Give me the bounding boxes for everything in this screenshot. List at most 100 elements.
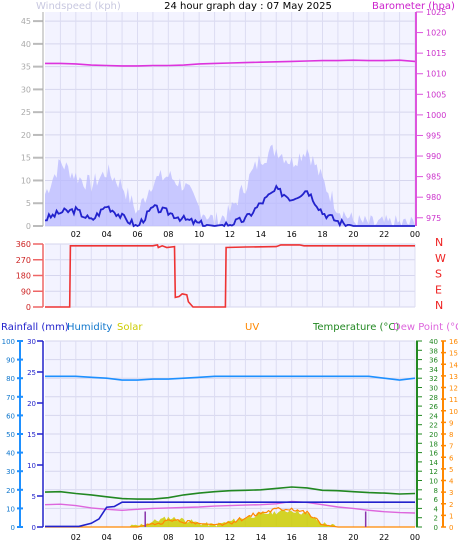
barometer-tick-label: 985: [426, 173, 441, 182]
temperature-tick-label: 38: [429, 347, 438, 355]
panel-1-x-tick-label: 14: [256, 230, 266, 239]
barometer-tick-label: 1010: [426, 70, 446, 79]
panel-3-x-tick-label: 22: [379, 533, 389, 542]
panel-1-x-tick-label: 02: [71, 230, 81, 239]
wind-tick-label: 40: [21, 40, 31, 49]
wind-tick-label: 15: [21, 154, 31, 163]
temperature-line: [44, 486, 416, 500]
compass-label: S: [435, 268, 442, 281]
wind-tick-label: 20: [21, 131, 31, 140]
wind-direction-line: [45, 243, 415, 308]
temperature-tick-label: 32: [429, 375, 438, 383]
barometer-axis-title: Barometer (hpa): [372, 1, 455, 12]
rain-tick-label: 30: [27, 338, 36, 346]
rain-tick-label: 5: [32, 493, 36, 501]
temperature-tick-label: 40: [429, 338, 438, 346]
uv-tick-label: 8: [449, 431, 453, 439]
barometer-tick-label: 1020: [426, 29, 446, 38]
temperature-tick-label: 30: [429, 385, 438, 393]
panel-3-x-tick-label: 00: [410, 533, 420, 542]
rain-tick-label: 0: [32, 524, 36, 532]
panel-3-x-tick-label: 18: [317, 533, 327, 542]
humidity-line: [45, 375, 416, 381]
panel-3-x-tick-label: 14: [256, 533, 266, 542]
dew-point-line: [44, 500, 416, 514]
humidity-tick-label: 50: [6, 431, 15, 439]
humidity-tick-label: 80: [6, 375, 15, 383]
wind-speed-line: [45, 184, 415, 228]
wind-tick-label: 35: [21, 63, 31, 72]
legend-entry: Humidity: [67, 322, 112, 333]
wind-tick-label: 45: [21, 17, 31, 26]
temperature-tick-label: 12: [429, 468, 438, 476]
uv-tick-label: 7: [449, 443, 453, 451]
humidity-tick-label: 60: [6, 412, 15, 420]
temperature-tick-label: 14: [429, 459, 438, 467]
barometer-tick-label: 1025: [426, 8, 446, 17]
panel-1-x-tick-label: 12: [225, 230, 235, 239]
compass-label: E: [435, 283, 442, 296]
humidity-tick-label: 90: [6, 357, 15, 365]
legend-entry: Solar: [117, 322, 143, 333]
humidity-tick-label: 40: [6, 450, 15, 458]
panel-1-x-tick-label: 10: [194, 230, 204, 239]
uv-tick-label: 16: [449, 338, 458, 346]
barometer-tick-label: 1015: [426, 49, 446, 58]
uv-tick-label: 3: [449, 489, 453, 497]
temperature-tick-label: 28: [429, 394, 438, 402]
panel-3-x-tick-label: 16: [287, 533, 297, 542]
legend-entry: UV: [245, 322, 259, 333]
panel-3-x-tick-label: 08: [163, 533, 173, 542]
compass-label: N: [435, 236, 443, 249]
temperature-tick-label: 22: [429, 422, 438, 430]
panel-3-x-tick-label: 02: [71, 533, 81, 542]
uv-tick-label: 13: [449, 373, 458, 381]
uv-tick-label: 2: [449, 501, 453, 509]
uv-tick-label: 14: [449, 361, 458, 369]
direction-tick-label: 180: [16, 272, 31, 281]
humidity-tick-label: 0: [11, 524, 15, 532]
uv-line: [45, 506, 415, 528]
panel-3-x-tick-label: 20: [348, 533, 358, 542]
chart-title: 24 hour graph day : 07 May 2025: [164, 1, 332, 12]
temperature-tick-label: 0: [434, 524, 438, 532]
humidity-tick-label: 30: [6, 468, 15, 476]
temperature-tick-label: 6: [434, 496, 439, 504]
wind-tick-label: 30: [21, 85, 31, 94]
humidity-tick-label: 70: [6, 394, 15, 402]
panel-1-x-tick-label: 08: [163, 230, 173, 239]
temperature-tick-label: 18: [429, 440, 438, 448]
compass-label: N: [435, 299, 443, 312]
temperature-tick-label: 4: [434, 505, 439, 513]
panel-3-x-tick-label: 12: [225, 533, 235, 542]
wind-tick-label: 10: [21, 176, 31, 185]
direction-tick-label: 360: [16, 240, 31, 249]
humidity-tick-label: 100: [2, 338, 15, 346]
wind-gust-area: [45, 144, 415, 226]
panel-1-x-tick-label: 04: [102, 230, 112, 239]
panel-1-x-tick-label: 22: [379, 230, 389, 239]
temperature-tick-label: 24: [429, 412, 438, 420]
rain-tick-label: 15: [27, 431, 36, 439]
barometer-tick-label: 990: [426, 152, 441, 161]
direction-tick-label: 0: [26, 303, 31, 312]
uv-tick-label: 1: [449, 512, 453, 520]
panel-1-x-tick-label: 16: [287, 230, 297, 239]
direction-tick-label: 90: [21, 287, 31, 296]
rain-tick-label: 10: [27, 462, 36, 470]
temperature-tick-label: 20: [429, 431, 438, 439]
uv-tick-label: 10: [449, 408, 458, 416]
rain-tick-label: 25: [27, 369, 36, 377]
panel-3-x-tick-label: 04: [102, 533, 112, 542]
panel-1-x-tick-label: 20: [348, 230, 358, 239]
rainfall-line: [45, 501, 415, 528]
uv-tick-label: 4: [449, 478, 454, 486]
barometer-line: [45, 59, 416, 67]
rain-tick-label: 20: [27, 400, 36, 408]
wind-tick-label: 25: [21, 108, 31, 117]
humidity-tick-label: 20: [6, 487, 15, 495]
temperature-tick-label: 36: [429, 357, 438, 365]
uv-tick-label: 6: [449, 454, 454, 462]
uv-tick-label: 9: [449, 419, 453, 427]
